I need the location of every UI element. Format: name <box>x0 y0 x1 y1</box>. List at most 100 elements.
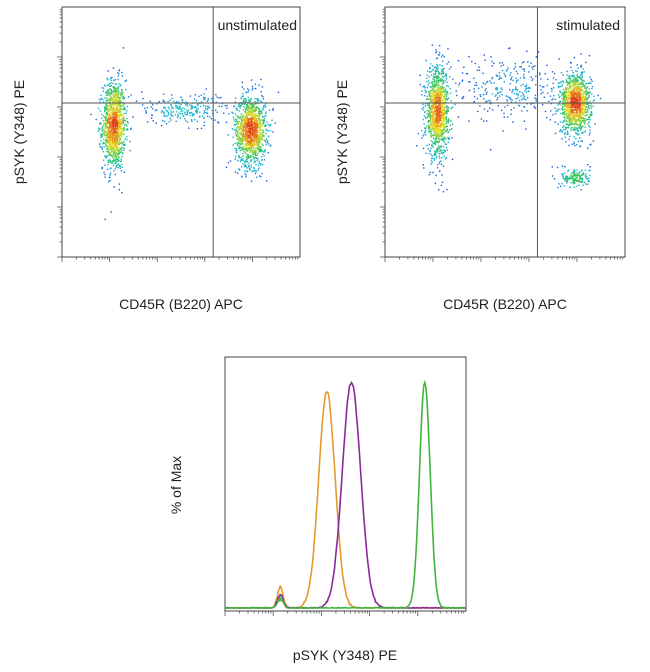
event-dot <box>175 120 177 122</box>
event-dot <box>578 171 580 173</box>
event-dot <box>426 81 428 83</box>
event-dot <box>476 69 479 71</box>
event-dot <box>242 114 244 117</box>
event-dot <box>107 114 109 117</box>
event-dot <box>160 125 163 127</box>
event-dot <box>515 97 517 100</box>
event-dot <box>122 142 124 144</box>
event-dot <box>568 105 570 108</box>
event-dot <box>435 96 437 98</box>
event-dot <box>106 120 109 122</box>
event-dot <box>565 91 567 93</box>
event-dot <box>552 98 554 100</box>
event-dot <box>584 87 586 90</box>
event-dot <box>485 120 488 122</box>
event-dot <box>180 110 182 113</box>
event-dot <box>445 95 448 98</box>
event-dot <box>512 79 514 82</box>
event-dot <box>122 149 125 151</box>
event-dot <box>263 121 265 124</box>
event-dot <box>442 106 444 109</box>
event-dot <box>581 131 583 134</box>
event-dot <box>255 171 257 173</box>
event-dot <box>579 91 581 93</box>
event-dot <box>258 84 260 86</box>
event-dot <box>245 110 247 112</box>
event-dot <box>247 141 249 144</box>
event-dot <box>576 80 578 82</box>
event-dot <box>491 109 494 111</box>
event-dot <box>191 119 193 121</box>
event-dot <box>426 95 428 98</box>
event-dot <box>118 129 120 132</box>
event-dot <box>123 103 125 105</box>
event-dot <box>577 140 580 143</box>
event-dot <box>426 110 428 112</box>
event-dot <box>112 92 115 94</box>
event-dot <box>517 97 519 99</box>
event-dot <box>476 84 478 86</box>
event-dot <box>242 141 244 144</box>
event-dot <box>252 114 254 116</box>
event-dot <box>538 51 540 53</box>
event-dot <box>442 70 444 72</box>
event-dot <box>432 96 435 99</box>
event-dot <box>266 129 268 131</box>
event-dot <box>163 115 165 117</box>
event-dot <box>247 124 249 126</box>
event-dot <box>110 104 113 106</box>
event-dot <box>433 109 436 111</box>
event-dot <box>115 148 118 150</box>
event-dot <box>107 168 109 170</box>
event-dot <box>264 139 267 142</box>
event-dot <box>118 149 120 151</box>
event-dot <box>258 148 260 150</box>
event-dot <box>116 140 118 142</box>
event-dot <box>569 178 571 180</box>
event-dot <box>104 116 106 118</box>
event-dot <box>175 105 177 107</box>
event-dot <box>449 88 451 90</box>
event-dot <box>501 62 503 64</box>
event-dot <box>257 126 260 128</box>
event-dot <box>442 76 445 78</box>
event-dot <box>119 113 121 115</box>
event-dot <box>257 143 259 145</box>
event-dot <box>237 125 239 127</box>
event-dot <box>570 120 572 122</box>
event-dot <box>588 180 590 182</box>
event-dot <box>576 90 578 92</box>
event-dot <box>106 77 108 80</box>
event-dot <box>564 96 566 98</box>
event-dot <box>441 134 444 136</box>
event-dot <box>109 174 111 176</box>
event-dot <box>442 119 445 121</box>
event-dot <box>241 116 244 118</box>
event-dot <box>440 108 442 111</box>
event-dot <box>108 83 110 86</box>
event-dot <box>422 118 424 121</box>
event-dot <box>179 106 181 108</box>
event-dot <box>425 59 427 62</box>
event-dot <box>105 137 107 139</box>
event-dot <box>118 136 120 138</box>
event-dot <box>444 111 446 113</box>
event-dot <box>117 160 119 162</box>
event-dot <box>433 79 435 82</box>
event-dot <box>254 114 256 116</box>
event-dot <box>439 123 442 125</box>
event-dot <box>112 128 114 130</box>
event-dot <box>110 122 112 125</box>
event-dot <box>107 118 109 121</box>
event-dot <box>563 103 566 106</box>
event-dot <box>235 118 237 120</box>
event-dot <box>565 81 568 83</box>
event-dot <box>166 110 168 112</box>
event-dot <box>430 92 432 94</box>
event-dot <box>245 112 248 114</box>
event-dot <box>103 131 105 134</box>
event-dot <box>252 156 255 158</box>
event-dot <box>106 90 108 93</box>
event-dot <box>117 142 120 144</box>
event-dot <box>435 99 437 101</box>
